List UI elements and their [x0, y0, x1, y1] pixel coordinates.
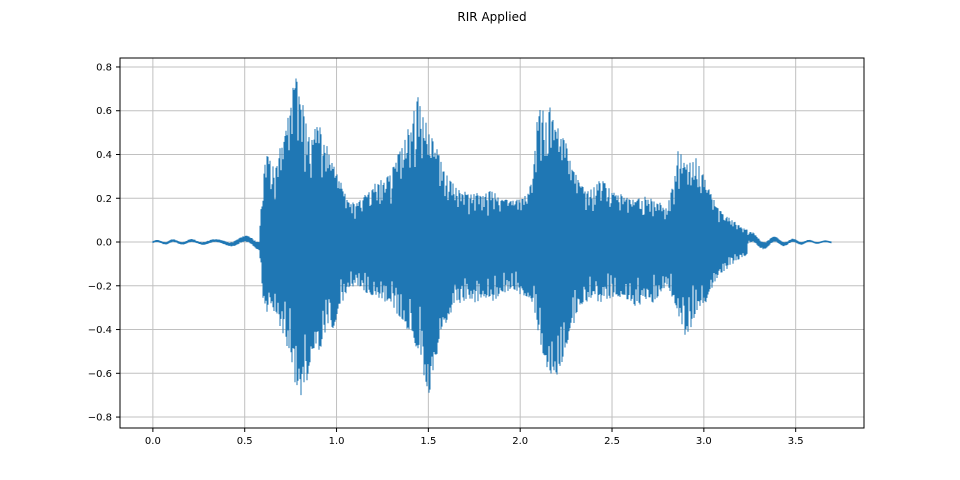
x-tick-label: 1.5 [420, 436, 436, 447]
y-tick-label: −0.6 [88, 369, 112, 380]
y-tick-label: 0.8 [96, 62, 112, 73]
x-tick-label: 3.0 [696, 436, 712, 447]
y-tick-label: −0.8 [88, 413, 112, 424]
x-tick-label: 2.5 [604, 436, 620, 447]
waveform-series [152, 78, 832, 396]
tick-marks [116, 66, 797, 432]
x-tick-label: 0.0 [145, 436, 161, 447]
x-tick-label: 1.0 [329, 436, 345, 447]
x-tick-label: 0.5 [237, 436, 253, 447]
y-tick-label: 0.2 [96, 194, 112, 205]
y-tick-label: −0.2 [88, 281, 112, 292]
y-tick-label: 0.6 [96, 106, 112, 117]
y-tick-label: 0.0 [96, 238, 112, 249]
x-tick-label: 2.0 [512, 436, 528, 447]
chart-title: RIR Applied [457, 10, 527, 24]
y-tick-label: −0.4 [88, 325, 112, 336]
x-tick-label: 3.5 [788, 436, 804, 447]
y-tick-label: 0.4 [96, 150, 112, 161]
plot-border [119, 57, 865, 429]
